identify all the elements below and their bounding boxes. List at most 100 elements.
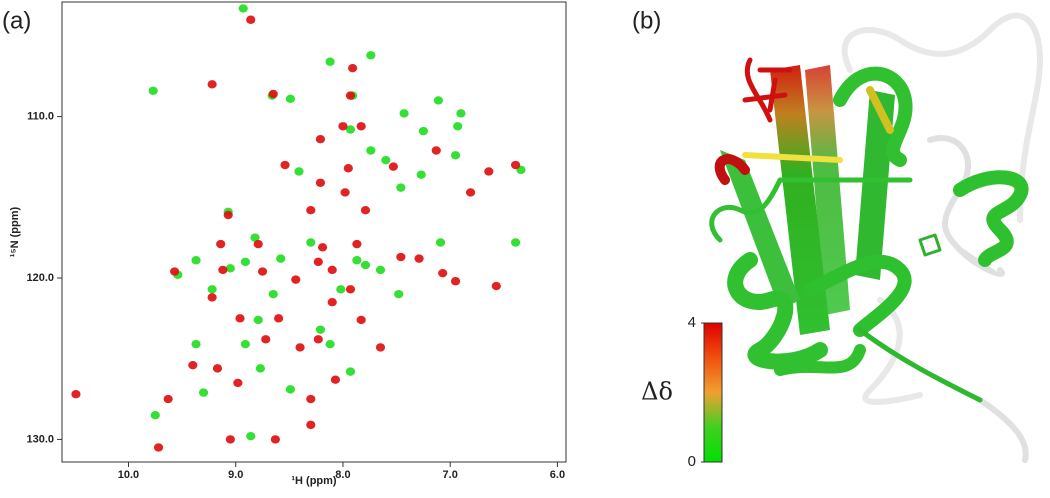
peak xyxy=(450,151,461,160)
peak xyxy=(456,109,466,118)
x-tick-label: 7.0 xyxy=(443,469,458,481)
peak xyxy=(233,378,243,388)
peak xyxy=(163,394,173,404)
peak xyxy=(345,285,356,294)
peak xyxy=(315,325,326,334)
peak xyxy=(340,188,350,197)
peak xyxy=(191,339,201,349)
peak xyxy=(315,134,326,144)
peak xyxy=(268,289,278,299)
peak xyxy=(325,57,335,66)
x-tick-label: 10.0 xyxy=(118,469,139,481)
peak xyxy=(343,164,353,173)
peak xyxy=(450,277,461,286)
peak xyxy=(153,443,164,452)
peak xyxy=(216,239,226,249)
colorbar xyxy=(703,322,723,463)
peak xyxy=(465,188,476,197)
peak xyxy=(294,167,304,176)
peak xyxy=(394,289,404,299)
peak xyxy=(433,96,443,105)
peak xyxy=(306,206,316,215)
y-axis-label: ¹⁵N (ppm) xyxy=(9,206,21,257)
colorbar-label: Δδ xyxy=(641,378,673,406)
x-tick-label: 8.0 xyxy=(335,469,350,481)
peak xyxy=(240,257,250,267)
peak xyxy=(295,343,305,352)
peak xyxy=(360,206,371,215)
panel-label: (a) xyxy=(2,7,31,34)
peak xyxy=(223,210,233,220)
peak xyxy=(150,410,160,420)
peak xyxy=(240,339,250,349)
peak xyxy=(366,146,376,155)
peak xyxy=(453,122,463,131)
peak xyxy=(306,420,316,430)
x-tick-label: 9.0 xyxy=(228,469,243,481)
peak xyxy=(188,360,198,370)
peak xyxy=(396,252,406,262)
peak xyxy=(207,293,217,302)
peak xyxy=(274,314,284,323)
peak xyxy=(388,162,398,171)
peak xyxy=(207,285,217,294)
x-axis-label: ¹H (ppm) xyxy=(291,475,337,487)
x-tick-label: 6.0 xyxy=(550,469,565,481)
peak xyxy=(246,431,256,441)
peak xyxy=(510,238,521,247)
peak xyxy=(246,15,256,24)
peak xyxy=(348,63,358,73)
peak xyxy=(148,86,158,95)
peak xyxy=(257,267,268,276)
peak xyxy=(285,385,296,394)
colorbar-tick-label: 4 xyxy=(688,314,696,331)
peak xyxy=(381,155,391,165)
peak xyxy=(191,256,201,265)
peak xyxy=(345,91,356,100)
peak xyxy=(280,160,290,170)
peak xyxy=(418,126,428,136)
y-tick-label: 110.0 xyxy=(27,111,54,123)
peak xyxy=(198,388,209,397)
peak xyxy=(71,390,81,399)
peak xyxy=(438,268,448,278)
peak xyxy=(317,243,328,252)
peak xyxy=(491,281,501,291)
peak xyxy=(414,254,424,263)
peak xyxy=(338,122,348,131)
peak xyxy=(356,122,366,131)
peak xyxy=(306,394,316,404)
peak xyxy=(484,167,494,176)
peak xyxy=(366,51,376,60)
peak xyxy=(345,367,356,376)
peak xyxy=(375,343,386,352)
peak xyxy=(169,267,180,276)
peak xyxy=(313,257,323,267)
peak xyxy=(212,364,223,373)
protein-cartoon xyxy=(709,12,1043,463)
peak xyxy=(352,256,362,265)
peak xyxy=(253,239,263,249)
peak xyxy=(360,260,371,270)
peak xyxy=(291,275,301,284)
peak xyxy=(255,364,265,373)
peak xyxy=(218,265,228,275)
peak xyxy=(325,339,335,349)
peak xyxy=(416,170,426,179)
peak xyxy=(253,315,263,325)
peak xyxy=(270,435,280,444)
peak xyxy=(435,238,446,247)
peak xyxy=(225,435,235,444)
panel-label: (b) xyxy=(632,7,661,34)
peak xyxy=(238,4,248,13)
peak xyxy=(327,265,337,275)
peak xyxy=(375,265,386,275)
peak xyxy=(315,178,326,187)
peak xyxy=(336,285,346,294)
peak xyxy=(261,335,271,344)
peak xyxy=(276,254,286,263)
peak xyxy=(313,335,323,344)
peak xyxy=(399,109,409,118)
